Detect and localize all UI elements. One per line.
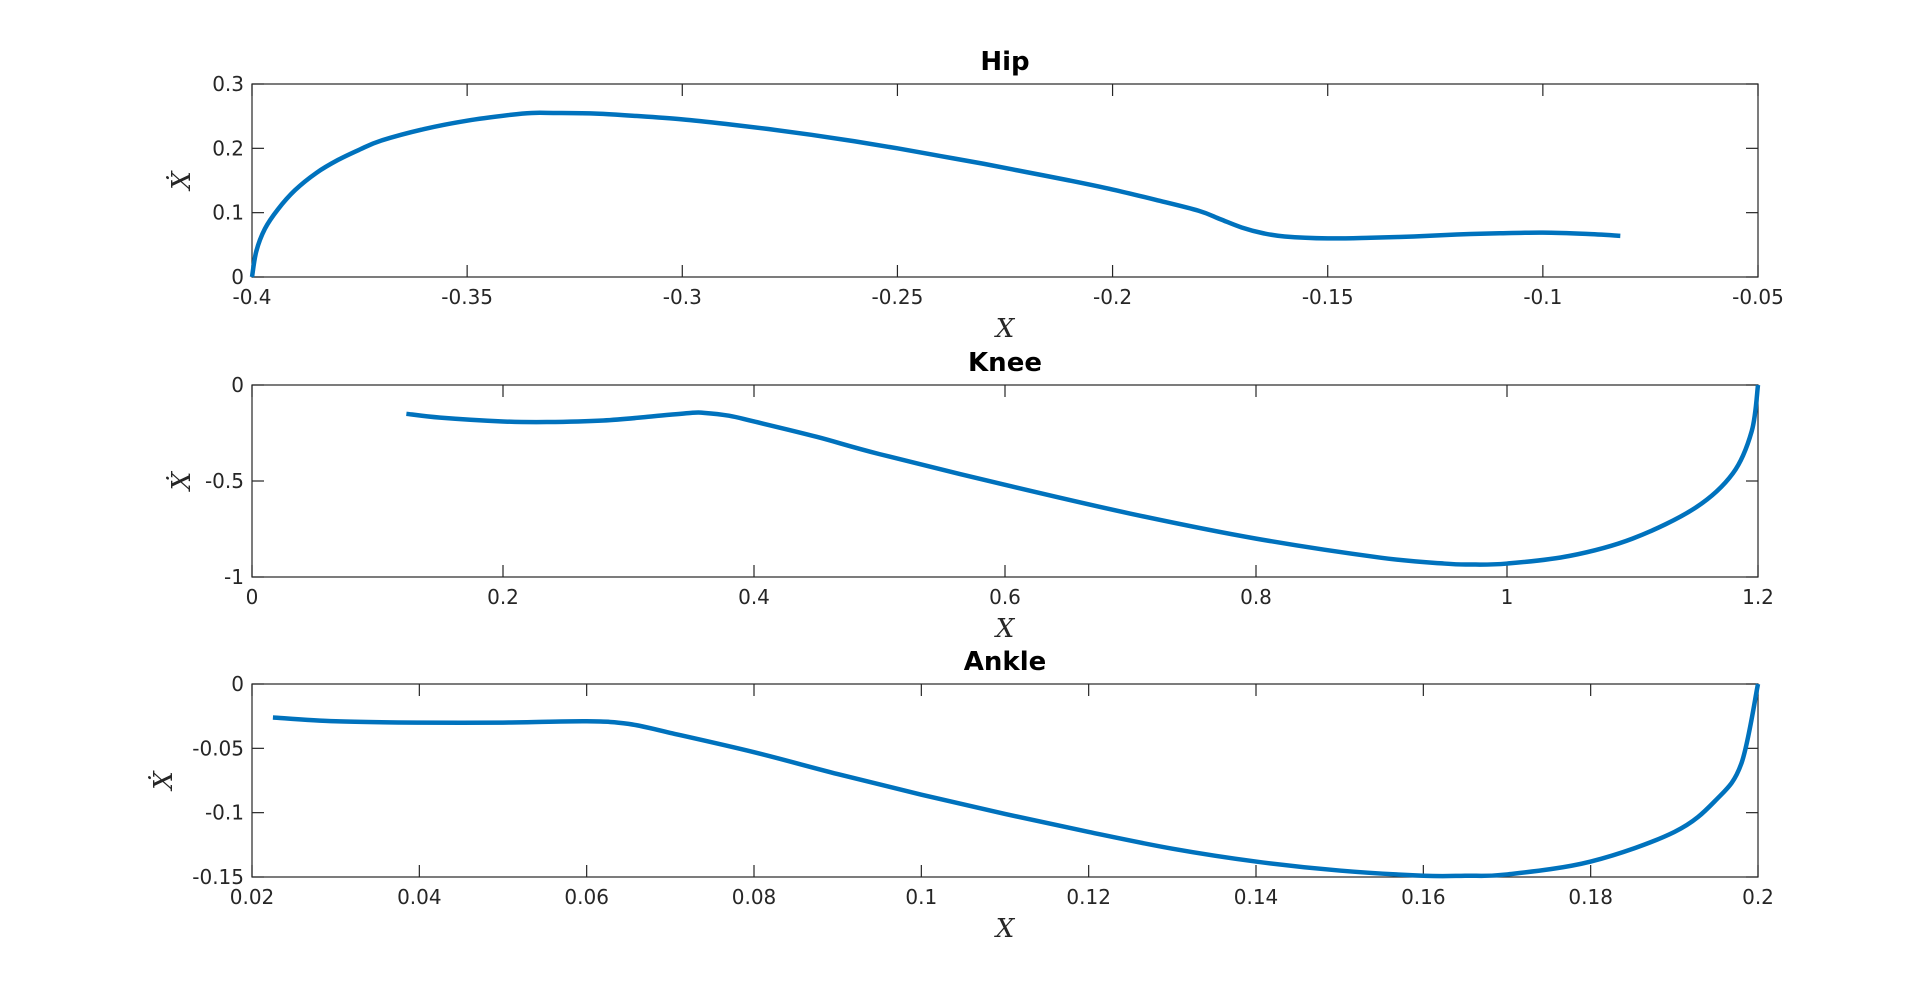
x-tick-label: 0.8 <box>1240 585 1272 609</box>
subplot-hip: -0.4 -0.35 -0.3 -0.25 -0.2 -0.15 -0.1 -0.05 0 0.1… <box>166 47 1784 344</box>
x-tick-label: 0.16 <box>1401 885 1446 909</box>
x-tick-label: 0.1 <box>905 885 937 909</box>
axes-box <box>251 83 1759 278</box>
subplot-ankle: 0.02 0.04 0.06 0.08 0.1 0.12 0.14 0.16 0.18 0.2 -0… <box>148 647 1774 944</box>
x-tick-label: 0.02 <box>230 885 275 909</box>
y-tick-label: -0.15 <box>192 865 244 889</box>
x-tick-label: 0.4 <box>738 585 770 609</box>
chart-title: Ankle <box>964 647 1046 677</box>
y-axis-label: Ẋ <box>148 770 179 792</box>
x-tick-label: -0.2 <box>1093 285 1132 309</box>
x-tick-label: 0.2 <box>487 585 519 609</box>
x-tick-label: 0.04 <box>397 885 442 909</box>
x-tick-label: 0.06 <box>564 885 609 909</box>
axes-box <box>251 683 1759 878</box>
y-tick-label: 0.2 <box>212 136 244 160</box>
y-tick-label: -1 <box>224 565 244 589</box>
x-tick-label: 0.14 <box>1234 885 1279 909</box>
chart-title: Knee <box>968 348 1042 378</box>
x-axis-label: X <box>994 914 1016 944</box>
y-tick-label: -0.05 <box>192 736 244 760</box>
x-tick-label: -0.4 <box>232 285 271 309</box>
y-tick-label: 0 <box>231 265 244 289</box>
x-tick-label: 0.2 <box>1742 885 1774 909</box>
x-axis-label: X <box>994 614 1016 644</box>
x-tick-label: -0.1 <box>1523 285 1562 309</box>
x-tick-label: -0.15 <box>1302 285 1354 309</box>
y-tick-label: 0 <box>231 672 244 696</box>
y-tick-label: -0.1 <box>205 801 244 825</box>
x-tick-label: 0 <box>246 585 259 609</box>
series-line-1 <box>272 683 1761 879</box>
x-tick-label: 0.18 <box>1568 885 1613 909</box>
x-tick-label: -0.3 <box>663 285 702 309</box>
x-tick-label: 1.2 <box>1742 585 1774 609</box>
y-axis-label: Ẋ <box>166 470 197 492</box>
x-tick-label: 1 <box>1501 585 1514 609</box>
y-axis-label: Ẋ <box>166 170 197 192</box>
series-line-1 <box>406 384 1761 567</box>
y-tick-label: 0 <box>231 373 244 397</box>
series-line-1 <box>249 110 1621 278</box>
x-tick-label: 0.12 <box>1066 885 1111 909</box>
chart-title: Hip <box>980 47 1029 77</box>
y-tick-label: 0.1 <box>212 201 244 225</box>
axes-box <box>251 384 1759 578</box>
x-tick-label: -0.35 <box>441 285 493 309</box>
subplot-knee: 0 0.2 0.4 0.6 0.8 1 1.2 -1 -0.5 0 Knee X Ẋ <box>166 348 1774 644</box>
x-tick-label: 0.08 <box>732 885 777 909</box>
x-tick-label: -0.05 <box>1732 285 1784 309</box>
x-axis-label: X <box>994 314 1016 344</box>
x-tick-label: -0.25 <box>872 285 924 309</box>
y-tick-label: -0.5 <box>205 469 244 493</box>
x-tick-label: 0.6 <box>989 585 1021 609</box>
y-tick-label: 0.3 <box>212 72 244 96</box>
